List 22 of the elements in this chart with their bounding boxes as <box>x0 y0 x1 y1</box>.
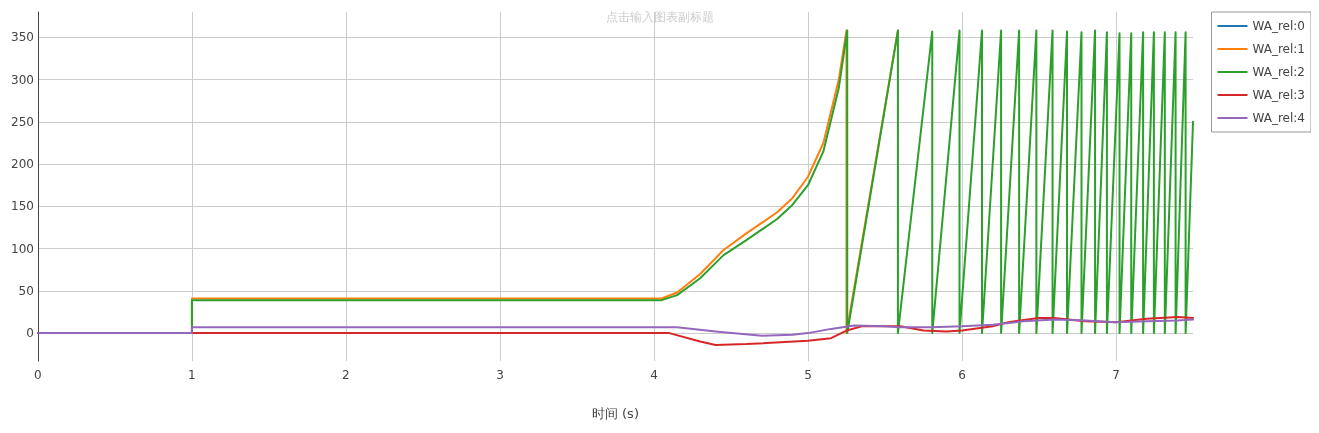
x-tick-label: 7 <box>1112 368 1120 382</box>
line-series <box>36 318 1194 337</box>
x-tick-label: 5 <box>804 368 812 382</box>
legend-label: WA_rel:2 <box>1252 65 1305 79</box>
legend-label: WA_rel:0 <box>1252 19 1305 33</box>
y-tick-label: 200 <box>11 157 34 172</box>
x-tick-label: 4 <box>650 368 658 382</box>
x-axis-title: 时间 (s) <box>591 406 639 421</box>
legend-label: WA_rel:4 <box>1252 111 1305 125</box>
x-tick-label: 6 <box>958 368 966 382</box>
x-tick-label: 3 <box>496 368 504 382</box>
y-tick-label: 150 <box>11 199 34 214</box>
legend-label: WA_rel:1 <box>1252 42 1305 56</box>
y-tick-label: 300 <box>11 72 34 87</box>
x-tick-label: 1 <box>188 368 196 382</box>
legend-label: WA_rel:3 <box>1252 88 1305 102</box>
y-tick-label: 50 <box>18 283 34 298</box>
y-tick-label: 100 <box>11 241 34 256</box>
y-tick-label: 350 <box>11 30 34 45</box>
y-tick-label: 0 <box>26 326 34 341</box>
y-tick-label: 250 <box>11 114 34 129</box>
x-tick-label: 2 <box>342 368 350 382</box>
